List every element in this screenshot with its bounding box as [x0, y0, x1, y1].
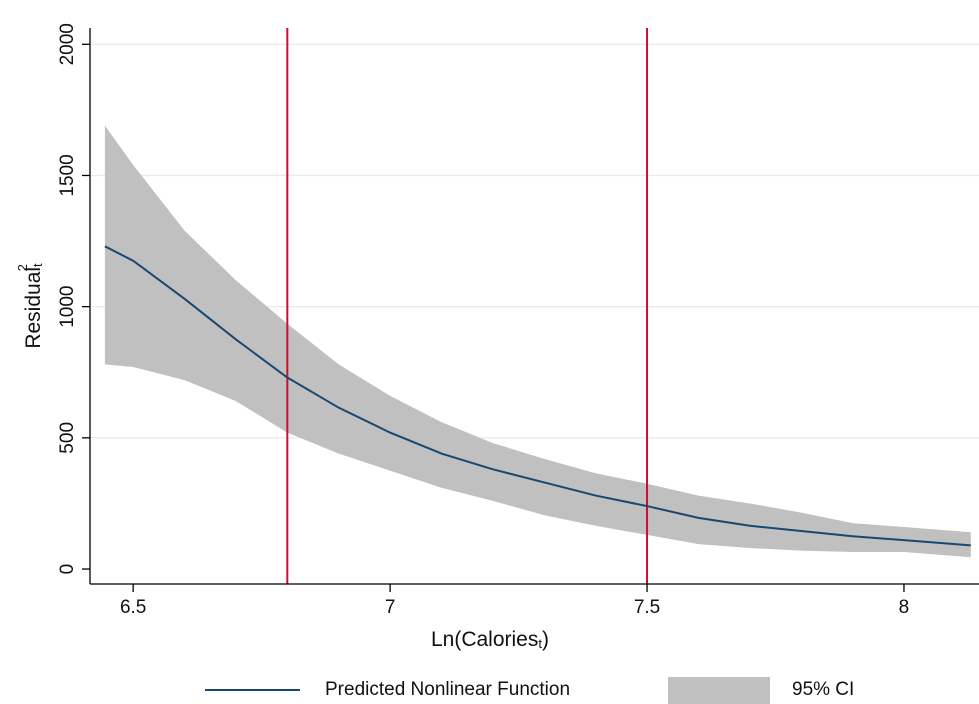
legend-label: Predicted Nonlinear Function [325, 679, 570, 700]
x-tick-label: 7 [385, 597, 396, 618]
y-tick-label: 500 [57, 422, 78, 454]
x-tick-label: 6.5 [120, 597, 146, 618]
x-tick-label: 7.5 [634, 597, 660, 618]
y-label-text: Residual [22, 267, 45, 349]
x-label-subscript: t [538, 636, 542, 651]
y-axis-label: Residualt2 [15, 263, 45, 349]
x-axis-label: Ln(Caloriest) [431, 628, 549, 652]
legend-band-swatch [668, 677, 770, 704]
ci-band [104, 125, 971, 558]
series-line [104, 245, 971, 547]
legend: Predicted Nonlinear Function 95% CI [205, 677, 854, 704]
y-tick-label: 0 [57, 564, 78, 575]
y-tick-label: 1500 [57, 154, 78, 196]
y-label-superscript: 2 [15, 264, 30, 271]
legend-label: 95% CI [792, 679, 854, 700]
x-label-suffix: ) [542, 628, 549, 651]
x-label-text: Ln(Calories [431, 628, 538, 651]
x-tick-label: 8 [899, 597, 910, 618]
y-label-subscript: t [30, 263, 45, 267]
y-tick-label: 2000 [57, 23, 78, 65]
y-tick-label: 1000 [57, 286, 78, 328]
